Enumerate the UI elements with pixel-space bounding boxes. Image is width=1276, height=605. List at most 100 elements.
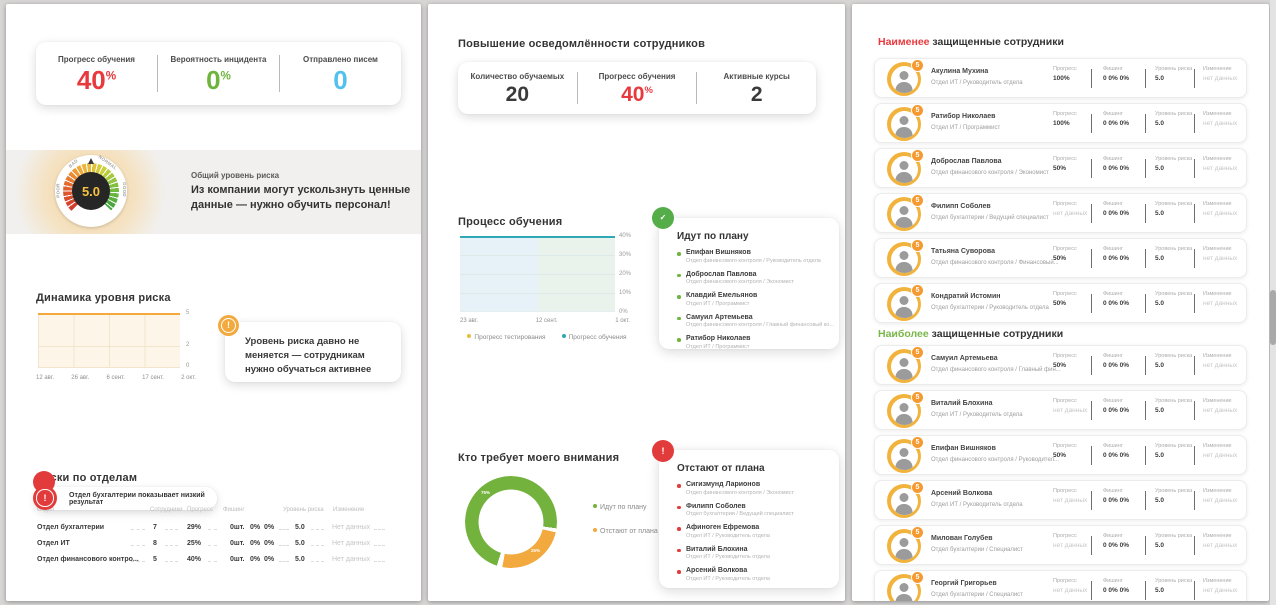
dept-alert-pill: ! Отдел бухгалтерии показывает низкий ре… — [33, 486, 217, 510]
x-tick: 26 авг. — [71, 375, 90, 381]
avatar: 5 — [887, 149, 924, 186]
col-label: Изменение — [1203, 111, 1232, 117]
employee-name: Епифан Вишняков — [686, 249, 751, 256]
person-icon — [899, 205, 909, 215]
stat-label: Прогресс обучения — [598, 71, 676, 81]
cell-phishing-click: 0% — [264, 540, 275, 547]
gauge-needle-icon — [88, 158, 94, 164]
on-track-list: Епифан Вишняков Отдел финансового контрол… — [677, 249, 834, 357]
cell-dept: Отдел финансового контро... — [37, 556, 139, 563]
employee-card: 5 Акулина Мухина Отдел ИТ / Руководитель… — [874, 58, 1247, 98]
cell-progress: 25% — [187, 540, 202, 547]
exclamation-glyph: ! — [661, 445, 665, 456]
col-label: Уровень риска — [1155, 533, 1193, 539]
col-label: Уровень риска — [1155, 111, 1193, 117]
employee-name: Ратибор Николаев — [931, 113, 996, 120]
col-label: Фишинг — [1103, 246, 1123, 252]
col-label: Изменение — [1203, 156, 1232, 162]
col-value: 5.0 — [1155, 75, 1165, 82]
col-header: Прогресс — [187, 507, 213, 513]
col-value: нет данных — [1053, 587, 1088, 594]
list-item: Доброслав Павлова Отдел финансового контр… — [677, 271, 831, 285]
employee-role: Отдел ИТ / Руководитель отдела — [931, 502, 1023, 508]
col-label: Изменение — [1203, 398, 1232, 404]
col-phishing: Фишинг 0 0% 0% — [1103, 156, 1129, 172]
person-icon — [899, 402, 909, 412]
cell-progress: 29% — [187, 524, 202, 531]
col-value: нет данных — [1203, 407, 1238, 414]
col-label: Фишинг — [1103, 353, 1123, 359]
cell-change: Нет данных — [332, 540, 371, 547]
col-label: Изменение — [1203, 578, 1232, 584]
table-row: Отдел ИТ 8 25% 0шт. 0% 0% 5.0 Нет данных — [36, 537, 402, 553]
list-item: Афиноген Ефремова Отдел ИТ / Руководитель… — [677, 524, 831, 539]
employee-role: Отдел ИТ / Руководитель отдела — [686, 554, 770, 560]
employee-name: Милован Голубев — [931, 535, 993, 542]
col-label: Изменение — [1203, 201, 1232, 207]
col-value: 50% — [1053, 452, 1067, 459]
stat-training-progress: Прогресс обучения 40% — [578, 62, 697, 114]
cell-phishing-open: 0% — [250, 524, 261, 531]
col-value: нет данных — [1203, 362, 1238, 369]
col-value: 5.0 — [1155, 362, 1165, 369]
col-phishing: Фишинг 0 0% 0% — [1103, 353, 1129, 369]
col-progress: Прогресс 50% — [1053, 156, 1077, 172]
col-label: Уровень риска — [1155, 246, 1193, 252]
employee-name: Акулина Мухина — [931, 68, 989, 75]
employee-role: Отдел бухгалтерии / Ведущий специалист — [686, 511, 794, 517]
col-value: 50% — [1053, 362, 1067, 369]
col-change: Изменение нет данных — [1203, 156, 1237, 172]
table-row: Отдел финансового контро... 5 40% 0шт. 0… — [36, 553, 402, 569]
y-tick: 0% — [619, 309, 628, 315]
gauge-label-good: GOOD — [122, 182, 128, 197]
col-header: Фишинг — [223, 507, 245, 513]
list-item: Виталий Блохина Отдел ИТ / Руководитель о… — [677, 546, 831, 560]
scrollbar-thumb[interactable] — [1270, 290, 1276, 345]
employee-card: 5 Георгий Григорьев Отдел бухгалтерии / … — [874, 570, 1247, 601]
red-bullet-icon — [677, 548, 681, 552]
employee-role: Отдел финансового контроля / Экономист — [931, 170, 1049, 176]
employee-name: Филипп Соболев — [686, 502, 746, 510]
list-item: Арсений Волкова Отдел ИТ / Руководитель о… — [677, 567, 831, 582]
scrollbar-track[interactable] — [1270, 0, 1276, 605]
employee-name: Кондратий Истомин — [931, 293, 1001, 300]
employee-card: 5 Самуил Артемьева Отдел финансового кон… — [874, 345, 1247, 385]
col-label: Изменение — [1203, 291, 1232, 297]
x-tick: 12 авг. — [36, 375, 54, 381]
col-risk: Уровень риска 5.0 — [1155, 291, 1192, 307]
col-label: Изменение — [1203, 533, 1232, 539]
col-label: Фишинг — [1103, 398, 1123, 404]
col-risk: Уровень риска 5.0 — [1155, 578, 1192, 594]
donut-orange-label: 25% — [531, 548, 541, 553]
alert-icon: ! — [33, 486, 57, 510]
training-line — [460, 236, 615, 238]
employee-name: Афиноген Ефремова — [686, 524, 760, 531]
col-change: Изменение нет данных — [1203, 291, 1237, 307]
col-header: Уровень риска — [283, 507, 324, 513]
cell-dept: Отдел бухгалтерии — [37, 524, 105, 531]
stat-active-courses: Активные курсы 2 — [697, 62, 816, 114]
col-value: 0 0% 0% — [1103, 255, 1130, 262]
avatar: 5 — [887, 571, 924, 601]
cell-staff: 7 — [153, 524, 157, 531]
legend-dot-green — [593, 504, 597, 508]
col-phishing: Фишинг 0 0% 0% — [1103, 443, 1129, 459]
employee-name: Сигизмунд Ларионов — [686, 481, 761, 488]
col-value: 50% — [1053, 255, 1067, 262]
person-icon — [899, 447, 909, 457]
y-tick: 5 — [186, 310, 190, 316]
green-bullet-icon — [677, 295, 681, 299]
col-value: нет данных — [1053, 497, 1088, 504]
employee-name: Татьяна Суворова — [931, 248, 995, 255]
person-icon — [899, 357, 909, 367]
risk-badge: 5 — [911, 436, 924, 449]
col-change: Изменение нет данных — [1203, 398, 1237, 414]
check-icon: ✓ — [652, 207, 674, 229]
stat-unit: % — [644, 84, 653, 96]
overall-risk-caption: Общий уровень риска — [191, 171, 280, 180]
table-row: Отдел бухгалтерии 7 29% 0шт. 0% 0% 5.0 Н… — [36, 521, 402, 537]
employee-card: 5 Филипп Соболев Отдел бухгалтерии / Вед… — [874, 193, 1247, 233]
employee-role: Отдел ИТ / Программист — [686, 343, 750, 350]
col-risk: Уровень риска 5.0 — [1155, 443, 1192, 459]
col-change: Изменение нет данных — [1203, 111, 1237, 127]
